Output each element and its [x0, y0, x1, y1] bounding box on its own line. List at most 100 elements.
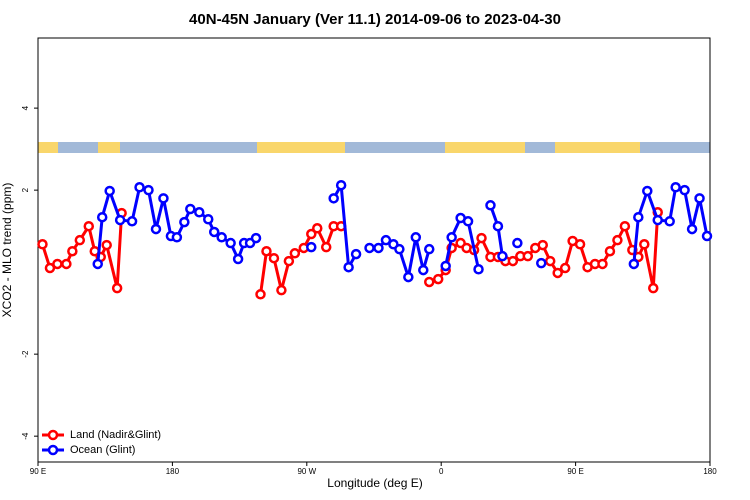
data-point: [101, 239, 112, 251]
data-point: [143, 184, 154, 196]
data-point: [208, 226, 220, 238]
data-point: [335, 179, 347, 191]
legend-label: Ocean (Glint): [70, 444, 135, 456]
data-point: [61, 258, 72, 270]
data-point: [83, 220, 95, 232]
data-point: [612, 234, 623, 246]
data-point: [276, 284, 287, 296]
x-tick-label: 180: [703, 467, 717, 476]
data-point: [364, 242, 375, 254]
x-axis-label: Longitude (deg E): [327, 476, 422, 490]
data-point: [628, 258, 640, 270]
data-point: [403, 271, 414, 283]
data-point: [306, 228, 317, 240]
legend-marker: [47, 444, 59, 456]
data-point: [44, 262, 56, 274]
data-point: [648, 282, 659, 294]
x-tick-label: 90 E: [30, 467, 46, 476]
series-line: [96, 183, 709, 279]
legend-marker: [47, 429, 59, 441]
data-point: [597, 258, 608, 270]
data-point: [350, 248, 362, 260]
data-point: [328, 193, 339, 204]
ocean-band: [525, 142, 555, 153]
data-point: [37, 239, 48, 250]
data-point: [485, 200, 496, 211]
data-point: [604, 245, 616, 257]
data-point: [552, 267, 563, 279]
data-point: [559, 262, 571, 274]
ocean-band: [120, 142, 257, 153]
data-point: [701, 230, 713, 242]
data-point: [418, 264, 429, 276]
data-point: [255, 289, 266, 300]
data-point: [497, 250, 508, 262]
data-point: [633, 211, 644, 223]
data-point: [394, 243, 405, 255]
data-point: [67, 245, 78, 257]
data-point: [694, 193, 705, 204]
data-point: [574, 239, 586, 250]
surface-band: [38, 142, 710, 153]
data-point: [432, 273, 444, 285]
data-point: [536, 257, 547, 269]
plot-frame: [37, 37, 711, 463]
data-point: [380, 234, 392, 246]
data-point: [446, 232, 457, 243]
data-point: [268, 252, 280, 264]
data-point: [202, 213, 214, 225]
data-point: [232, 253, 244, 265]
data-point: [476, 232, 487, 244]
data-point: [96, 211, 108, 223]
data-point: [126, 216, 138, 227]
ocean-band: [58, 142, 98, 153]
y-tick-label: -4: [21, 432, 30, 440]
data-point: [92, 258, 103, 270]
data-point: [114, 214, 126, 226]
data-point: [171, 232, 183, 243]
data-point: [52, 258, 63, 270]
data-point: [619, 220, 631, 232]
ocean-band: [640, 142, 710, 153]
data-point: [410, 232, 422, 243]
x-tick-label: 180: [166, 467, 180, 476]
data-point: [320, 241, 332, 253]
data-point: [216, 232, 227, 243]
x-tick-label: 0: [439, 467, 444, 476]
ocean-band: [345, 142, 445, 153]
data-point: [440, 260, 451, 272]
data-point: [473, 264, 484, 275]
data-point: [642, 185, 653, 197]
data-point: [492, 220, 504, 232]
data-point: [312, 223, 323, 234]
data-point: [652, 214, 663, 226]
data-point: [670, 182, 681, 193]
data-point: [250, 232, 262, 244]
data-point: [158, 193, 169, 204]
data-point: [261, 245, 272, 257]
y-axis-label: XCO2 - MLO trend (ppm): [0, 183, 14, 318]
y-tick-label: -2: [21, 350, 30, 358]
data-point: [150, 223, 162, 235]
data-point: [537, 239, 548, 251]
data-point: [225, 237, 236, 249]
data-point: [424, 276, 435, 288]
data-point: [424, 243, 435, 255]
data-point: [306, 241, 317, 253]
data-point: [512, 237, 523, 249]
data-point: [462, 216, 474, 227]
data-point: [134, 182, 145, 193]
data-point: [343, 261, 354, 273]
x-tick-label: 90 W: [297, 467, 316, 476]
data-point: [522, 250, 534, 262]
y-tick-label: 4: [21, 105, 30, 110]
data-point: [74, 234, 86, 246]
data-point: [679, 184, 690, 196]
data-point: [111, 282, 123, 294]
data-point: [194, 207, 205, 218]
data-point: [289, 248, 301, 259]
x-tick-label: 90 E: [567, 467, 583, 476]
data-point: [664, 216, 675, 227]
data-point: [686, 223, 698, 235]
